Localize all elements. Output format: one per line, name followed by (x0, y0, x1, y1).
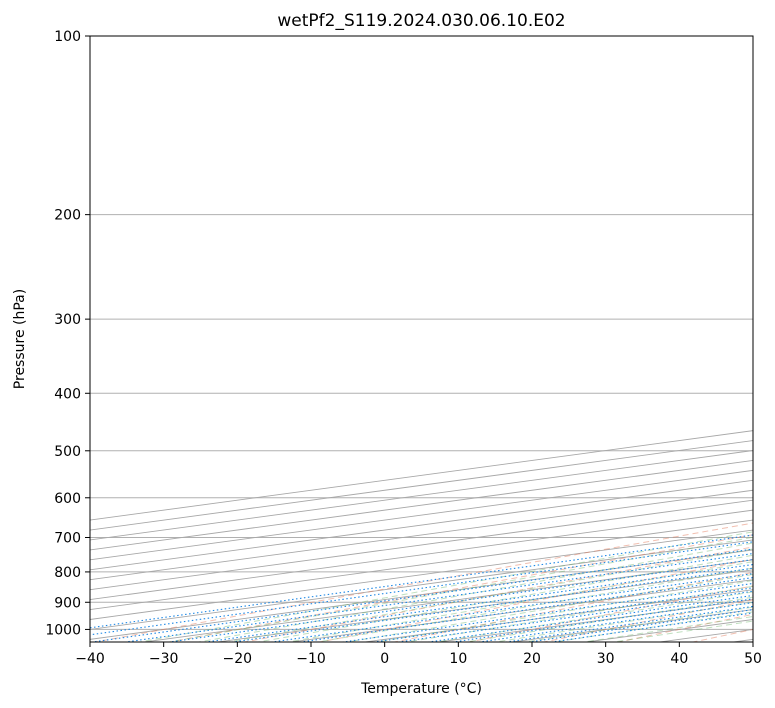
isotherm-line (90, 489, 753, 581)
moist-adiabat-line (373, 579, 753, 642)
y-tick-label: 700 (54, 531, 81, 547)
moist-adiabat-line (492, 601, 753, 642)
isotherm-line (90, 430, 753, 521)
isotherm-line (90, 539, 753, 630)
y-tick-label: 500 (54, 444, 81, 460)
mixing-ratio-line (202, 563, 753, 642)
mixing-ratio-line (90, 541, 753, 636)
x-tick-label: −30 (149, 651, 179, 667)
isotherm-line (214, 569, 753, 642)
y-tick-label: 400 (54, 386, 81, 402)
x-tick-label: −10 (296, 651, 326, 667)
chart-title: wetPf2_S119.2024.030.06.10.E02 (277, 11, 565, 31)
background-lines (90, 23, 775, 645)
y-tick-label: 600 (54, 491, 81, 507)
isotherm-line (361, 589, 753, 642)
isotherm-line (90, 499, 753, 591)
x-axis-label: Temperature (°C) (360, 681, 482, 697)
moist-adiabat-line (462, 596, 753, 642)
isotherm-line (90, 509, 753, 601)
moist-adiabat-line (166, 536, 753, 642)
moist-adiabat-line (225, 548, 753, 642)
moist-adiabat-line (255, 554, 753, 642)
x-tick-label: 30 (597, 651, 615, 667)
isotherm-line (90, 459, 753, 551)
y-tick-label: 200 (54, 208, 81, 224)
mixing-ratio-line (425, 594, 753, 642)
isotherm-line (90, 519, 753, 610)
isotherm-line (90, 450, 753, 541)
y-axis-label: Pressure (hPa) (12, 289, 28, 389)
mixing-ratio-line (228, 567, 753, 642)
moist-adiabat-line (284, 561, 753, 642)
isotherm-line (90, 469, 753, 561)
mixing-ratio-line (525, 609, 753, 642)
x-tick-label: 50 (744, 651, 762, 667)
y-tick-label: 300 (54, 312, 81, 328)
plot-frame (89, 35, 754, 643)
x-tick-label: 40 (670, 651, 688, 667)
y-tick-label: 1000 (45, 622, 81, 638)
mixing-ratio-line (90, 534, 753, 629)
dry-adiabat-line (167, 534, 753, 642)
x-tick-label: −40 (75, 651, 105, 667)
y-tick-label: 900 (54, 595, 81, 611)
x-tick-label: 0 (380, 651, 389, 667)
dry-adiabat-line (242, 546, 753, 642)
x-tick-label: −20 (223, 651, 253, 667)
y-tick-label: 800 (54, 565, 81, 581)
moist-adiabat-line (344, 573, 753, 642)
dry-adiabat-line (616, 613, 753, 642)
x-tick-label: 20 (523, 651, 541, 667)
x-axis-ticks: −40 −30 −20 −10 0 10 20 30 40 50 (75, 642, 762, 667)
moist-adiabat-line (195, 542, 753, 642)
mixing-ratio-line (297, 577, 753, 642)
moist-adiabat-line (433, 591, 753, 642)
isotherm-line (509, 609, 753, 642)
y-axis-ticks: 100 200 300 400 500 600 700 800 900 1000 (45, 29, 90, 638)
x-tick-label: 10 (449, 651, 467, 667)
moist-adiabat-line (314, 567, 753, 642)
y-tick-label: 100 (54, 29, 81, 45)
mixing-ratio-line (339, 582, 753, 642)
isotherm-line (90, 440, 753, 531)
isotherm-line (90, 479, 753, 571)
isotherm-line (90, 529, 753, 620)
mixing-ratio-line (268, 573, 753, 642)
moist-adiabat-line (610, 620, 753, 642)
dry-adiabat-line (757, 23, 775, 645)
dry-adiabat-line (391, 571, 753, 642)
